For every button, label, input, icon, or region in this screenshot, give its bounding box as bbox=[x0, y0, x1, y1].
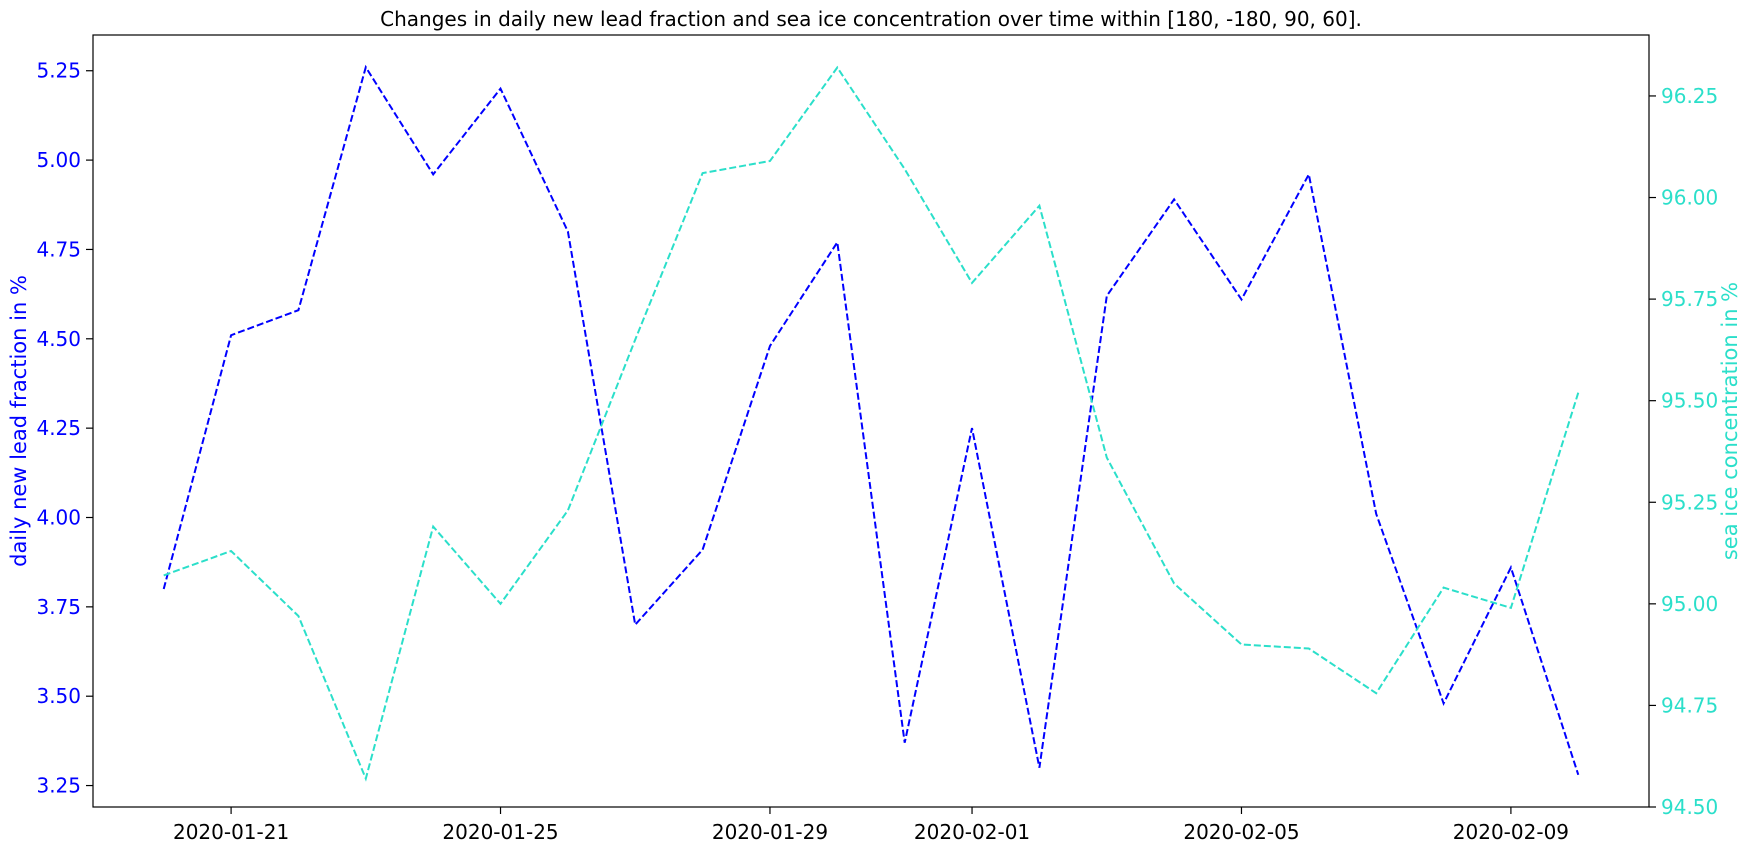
y-right-tick-label: 95.00 bbox=[1661, 592, 1718, 616]
y-right-tick-label: 96.00 bbox=[1661, 186, 1718, 210]
x-tick-label: 2020-01-21 bbox=[173, 820, 289, 844]
y-right-tick-label: 95.50 bbox=[1661, 389, 1718, 413]
y-left-tick-label: 3.75 bbox=[36, 595, 81, 619]
y-right-tick-label: 95.75 bbox=[1661, 287, 1718, 311]
y-right-axis-label: sea ice concentration in % bbox=[1718, 282, 1742, 560]
x-tick-label: 2020-02-01 bbox=[914, 820, 1030, 844]
y-left-tick-label: 3.25 bbox=[36, 774, 81, 798]
y-left-tick-label: 4.75 bbox=[36, 237, 81, 261]
y-right-tick-label: 94.75 bbox=[1661, 693, 1718, 717]
y-left-axis-label: daily new lead fraction in % bbox=[7, 275, 31, 567]
x-tick-label: 2020-01-29 bbox=[712, 820, 828, 844]
series-line-sea-ice bbox=[163, 65, 1580, 782]
y-right-tick-label: 95.25 bbox=[1661, 490, 1718, 514]
series-line-lead-fraction bbox=[162, 64, 1580, 776]
y-left-tick-label: 5.25 bbox=[36, 59, 81, 83]
y-left-tick-label: 4.25 bbox=[36, 416, 81, 440]
y-right-tick-label: 94.50 bbox=[1661, 795, 1718, 819]
y-left-tick-label: 3.50 bbox=[36, 684, 81, 708]
y-left-tick-label: 4.00 bbox=[36, 506, 81, 530]
chart-title: Changes in daily new lead fraction and s… bbox=[380, 7, 1362, 31]
x-tick-label: 2020-02-05 bbox=[1183, 820, 1299, 844]
y-left-tick-label: 5.00 bbox=[36, 148, 81, 172]
y-right-tick-label: 96.25 bbox=[1661, 84, 1718, 108]
x-tick-label: 2020-01-25 bbox=[442, 820, 558, 844]
x-tick-label: 2020-02-09 bbox=[1453, 820, 1569, 844]
plot-frame bbox=[92, 34, 1650, 808]
y-left-tick-label: 4.50 bbox=[36, 327, 81, 351]
